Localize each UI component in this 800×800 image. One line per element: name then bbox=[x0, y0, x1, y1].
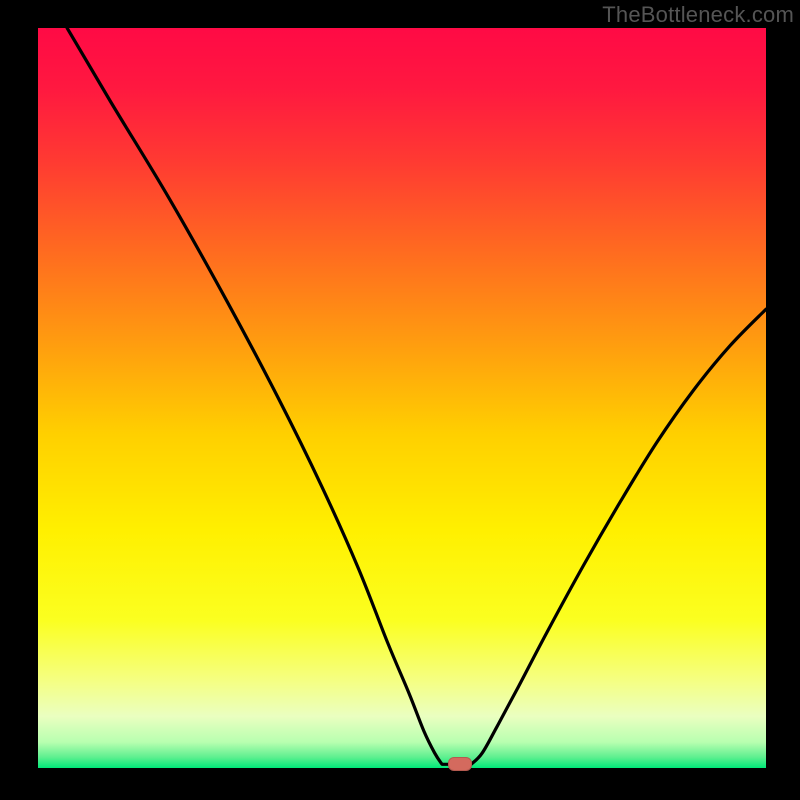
chart-frame: TheBottleneck.com bbox=[0, 0, 800, 800]
optimum-marker bbox=[448, 757, 472, 771]
gradient-background bbox=[38, 28, 766, 768]
watermark-text: TheBottleneck.com bbox=[602, 2, 794, 28]
plot-area bbox=[38, 28, 766, 768]
